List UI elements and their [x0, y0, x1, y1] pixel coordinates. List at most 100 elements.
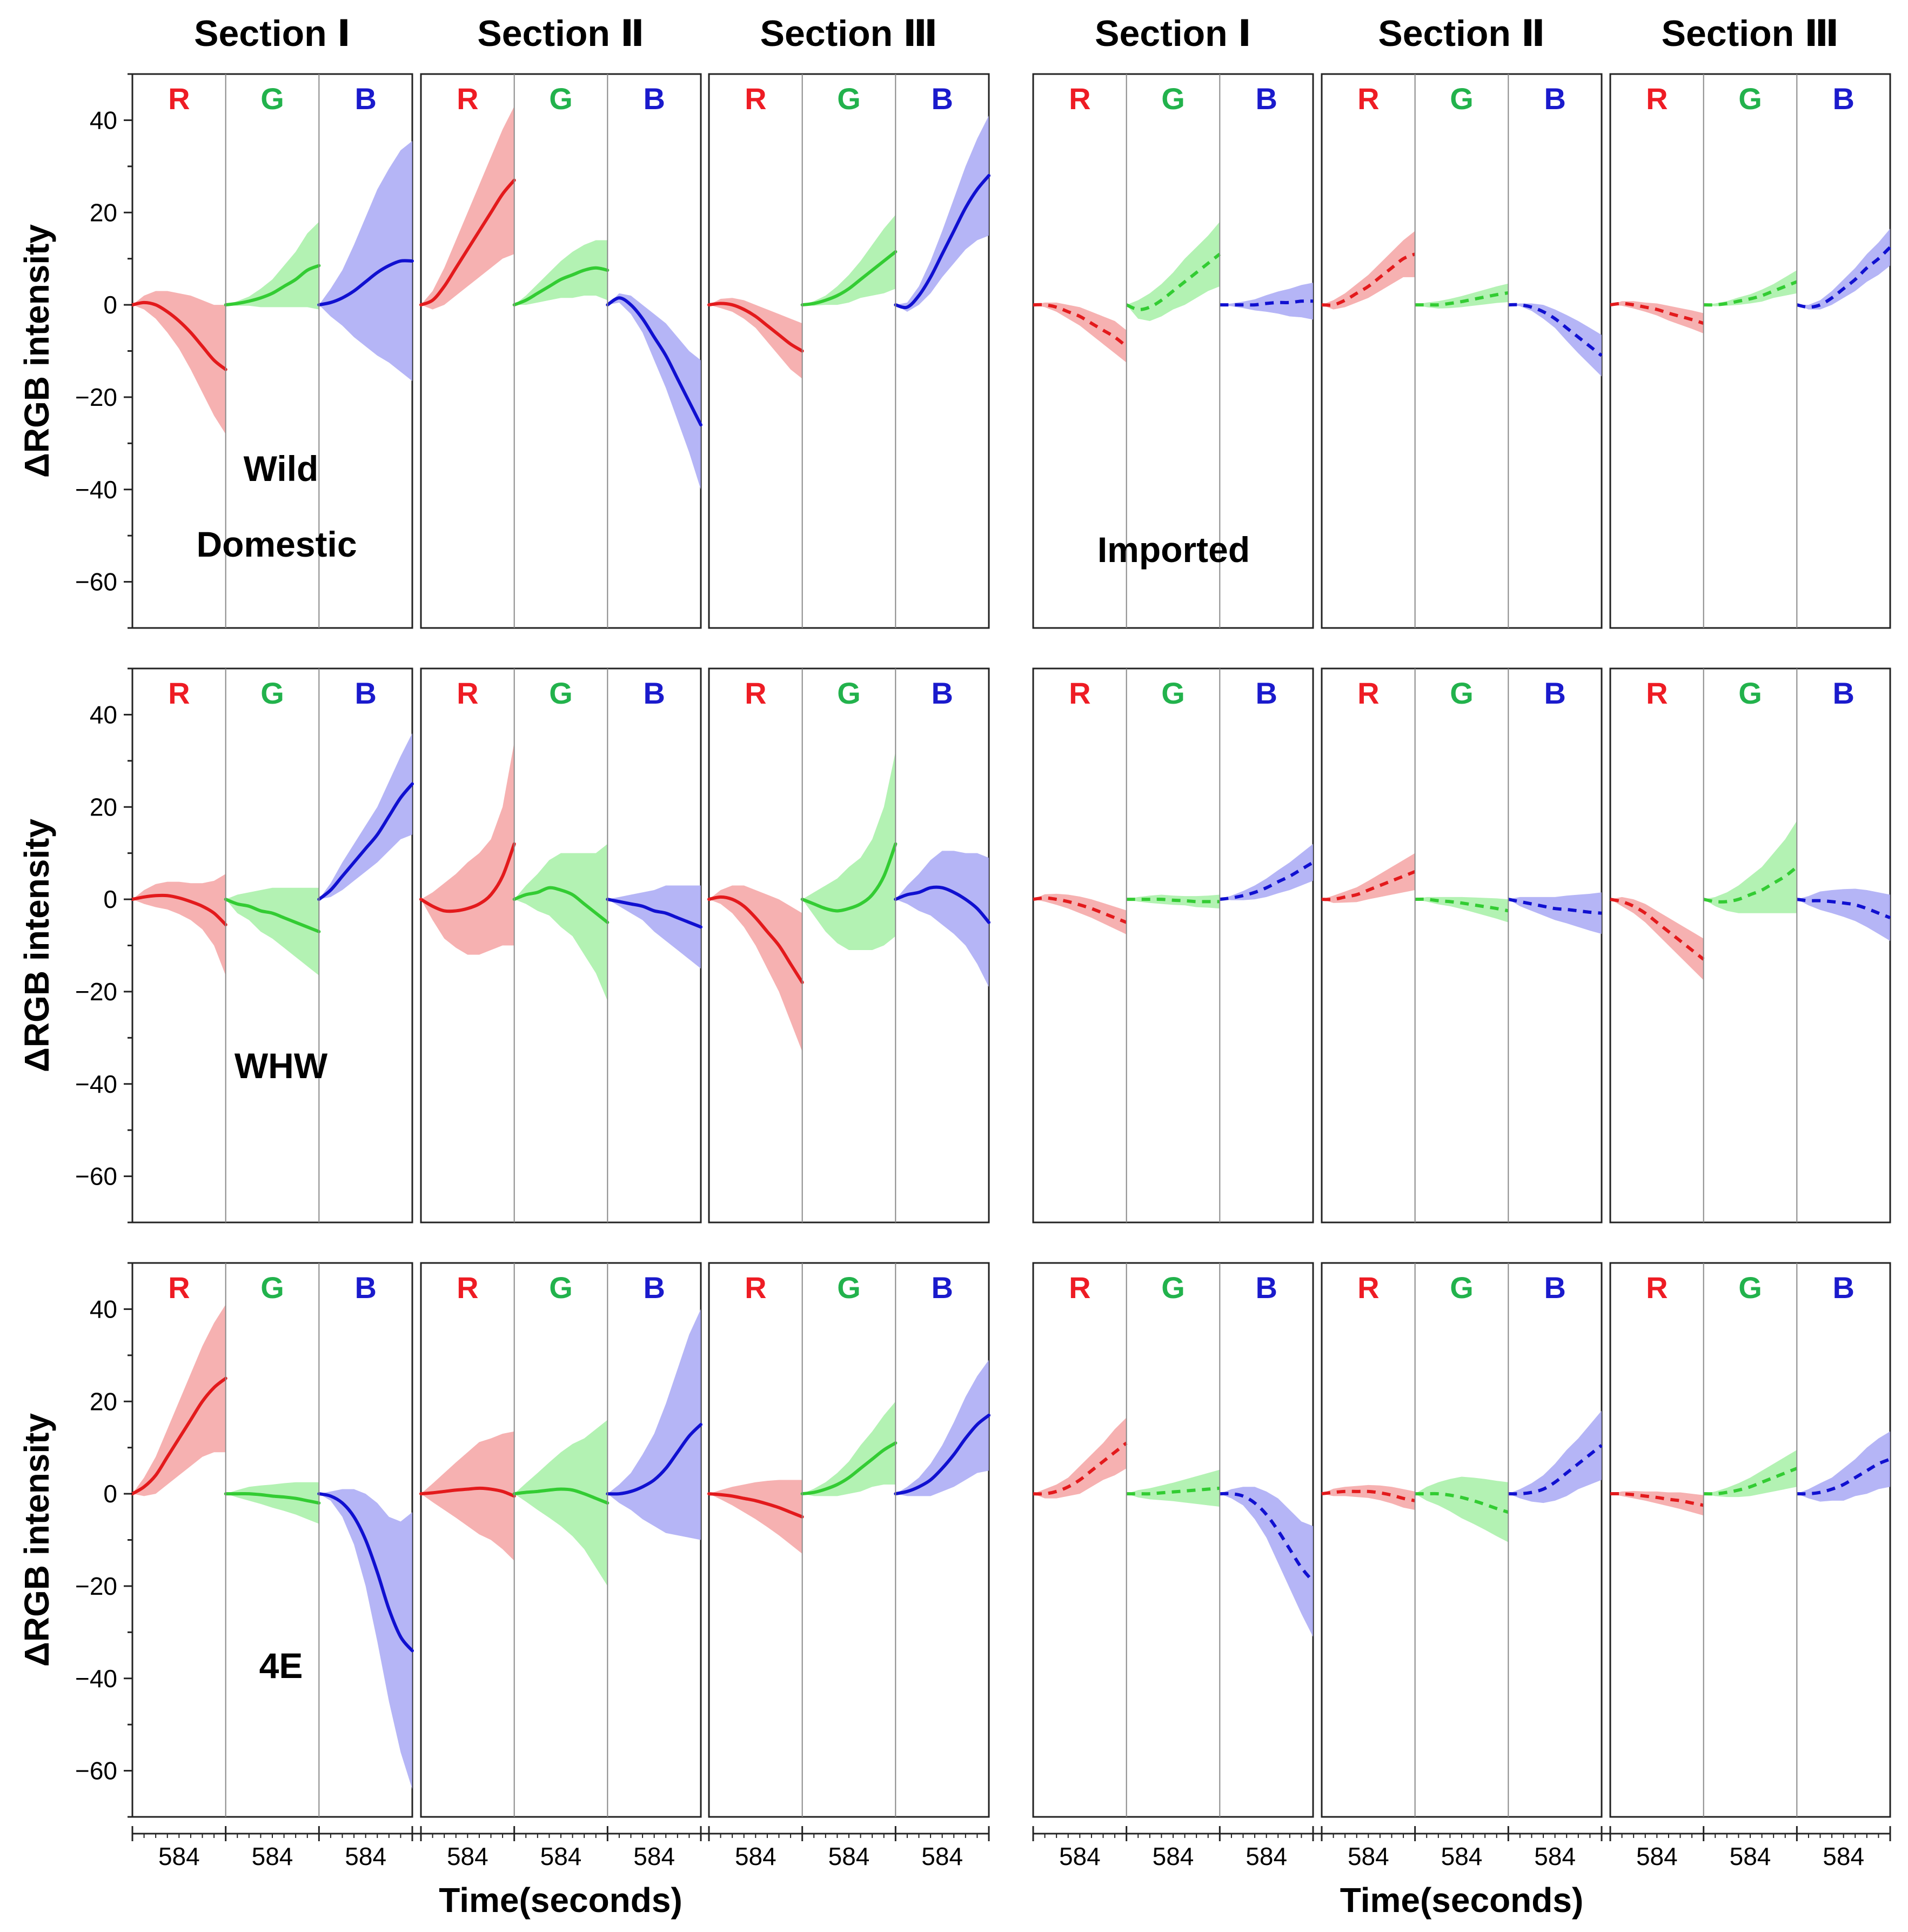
group-label-imported: Imported — [1097, 530, 1250, 570]
x-tick-label: 584 — [1246, 1842, 1287, 1870]
y-tick-label: 0 — [103, 291, 117, 319]
x-tick-label: 584 — [1441, 1842, 1483, 1870]
y-tick-label: 0 — [103, 885, 117, 913]
line-b — [1797, 1458, 1891, 1496]
channel-label-r: R — [1069, 676, 1090, 710]
band-r — [132, 291, 226, 434]
channel-label-r: R — [168, 676, 190, 710]
y-tick-label: 20 — [90, 793, 117, 821]
line-r — [419, 842, 516, 913]
line-b — [1508, 303, 1603, 357]
band-g — [1415, 283, 1509, 309]
line-g — [1415, 291, 1509, 307]
band-b — [607, 1309, 701, 1540]
line-b — [1508, 1444, 1603, 1496]
channel-label-g: G — [1450, 1271, 1474, 1305]
band-b — [319, 733, 412, 900]
channel-label-r: R — [1069, 82, 1090, 116]
section-title-4: Section Ⅰ — [1095, 13, 1251, 54]
y-tick-label: −40 — [75, 1070, 117, 1098]
line-b — [606, 296, 702, 427]
channel-label-g: G — [1450, 82, 1474, 116]
x-axis-title: Time(seconds) — [1340, 1881, 1584, 1920]
line-r — [1321, 1489, 1416, 1502]
band-b — [607, 293, 701, 490]
band-g — [514, 844, 608, 1001]
y-axis-title: ΔRGB intensity — [17, 1413, 56, 1667]
line-b — [1508, 898, 1602, 915]
x-tick-label: 584 — [252, 1842, 293, 1870]
y-axis-row3: 40 20 0 −20 −40 −60 ΔRGB intensity — [17, 1262, 132, 1818]
channel-label-g: G — [260, 1271, 284, 1305]
band-b — [607, 885, 701, 969]
y-axis-title: ΔRGB intensity — [17, 819, 56, 1073]
x-tick-label: 584 — [1636, 1842, 1678, 1870]
channel-label-b: B — [643, 1271, 665, 1305]
section-title-1: Section Ⅰ — [194, 13, 351, 54]
channel-label-b: B — [1832, 82, 1854, 116]
band-r — [709, 1480, 802, 1554]
line-r — [1610, 898, 1705, 961]
line-r — [131, 300, 227, 371]
panel-frame — [708, 73, 990, 629]
line-b — [1219, 861, 1314, 901]
channel-label-b: B — [931, 676, 953, 710]
line-r — [131, 893, 227, 927]
line-b — [317, 1492, 414, 1653]
channel-label-r: R — [457, 1271, 478, 1305]
channel-label-r: R — [745, 1271, 766, 1305]
line-g — [224, 1492, 321, 1505]
band-b — [1797, 229, 1890, 310]
line-g — [224, 898, 321, 933]
channel-label-r: R — [168, 82, 190, 116]
line-r — [1033, 1441, 1128, 1496]
x-tick-label: 584 — [1153, 1842, 1194, 1870]
panel-frame — [1321, 1262, 1603, 1818]
line-r — [1321, 870, 1416, 901]
panel-frame — [1609, 1262, 1891, 1818]
channel-label-b: B — [931, 1271, 953, 1305]
y-tick-label: 20 — [90, 198, 117, 226]
line-r — [419, 178, 516, 307]
channel-label-r: R — [1357, 676, 1379, 710]
band-r — [1033, 1418, 1127, 1499]
y-tick-label: 40 — [90, 106, 117, 134]
x-tick-label: 584 — [345, 1842, 386, 1870]
x-axis-title: Time(seconds) — [439, 1881, 682, 1920]
channel-label-b: B — [1255, 1271, 1277, 1305]
x-tick-label: 584 — [447, 1842, 488, 1870]
x-axes: 584 584 584 584 584 584 584 584 584 Time(seconds)… — [131, 1826, 1891, 1920]
x-tick-label: 584 — [1534, 1842, 1576, 1870]
band-g — [1126, 222, 1220, 321]
panel-frame — [420, 1262, 702, 1818]
channel-label-r: R — [1646, 82, 1668, 116]
channel-label-g: G — [837, 82, 861, 116]
channel-label-r: R — [168, 1271, 190, 1305]
y-tick-label: 0 — [103, 1480, 117, 1508]
band-b — [1508, 303, 1602, 377]
y-tick-label: 20 — [90, 1387, 117, 1415]
channel-label-b: B — [931, 82, 953, 116]
line-g — [1126, 1486, 1220, 1496]
line-g — [1415, 1492, 1509, 1514]
group-label-wild: Wild — [244, 449, 319, 489]
line-g — [1703, 865, 1798, 904]
x-axis-group-2: 584 584 584 584 584 584 584 584 584 Time(seconds) — [1032, 1826, 1891, 1920]
line-g — [800, 842, 898, 913]
channel-label-b: B — [643, 82, 665, 116]
y-axis-row2: 40 20 0 −20 −40 −60 ΔRGB intensity — [17, 667, 132, 1224]
panel-frame — [1032, 667, 1314, 1224]
band-g — [514, 1420, 608, 1586]
channel-label-g: G — [1450, 676, 1474, 710]
band-b — [895, 115, 989, 312]
line-b — [317, 259, 414, 307]
channel-label-g: G — [1161, 676, 1185, 710]
